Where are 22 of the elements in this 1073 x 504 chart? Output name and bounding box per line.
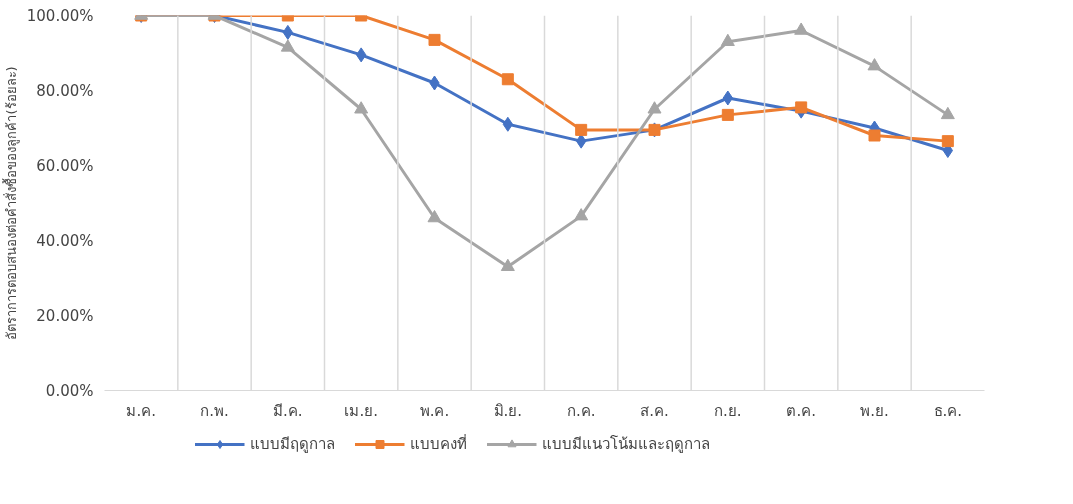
x-tick-label: มิ.ย. [493, 401, 523, 420]
y-tick-label: 20.00% [36, 306, 94, 325]
x-tick-label: ก.พ. [200, 401, 229, 420]
y-tick-label: 0.00% [45, 381, 94, 400]
legend-label: แบบมีแนวโน้มและฤดูกาล [541, 434, 710, 455]
y-tick-label: 40.00% [36, 231, 94, 250]
y-tick-label: 60.00% [36, 156, 94, 175]
x-tick-label: ก.ค. [566, 401, 596, 420]
x-tick-label: พ.ค. [419, 401, 450, 420]
y-axis-title: อัตราการตอบสนองต่อคำสั่งซื้อของลูกค้า(ร้อยละ) [1, 66, 20, 340]
y-tick-label: 100.00% [26, 6, 94, 25]
x-tick-label: ก.ย. [714, 401, 742, 420]
x-tick-label: ต.ค. [786, 401, 816, 420]
y-tick-label: 80.00% [36, 81, 94, 100]
x-tick-label: เม.ย. [344, 401, 378, 420]
x-tick-label: ธ.ค. [933, 401, 963, 420]
legend-label: แบบคงที่ [409, 433, 467, 455]
x-tick-label: ส.ค. [640, 401, 669, 420]
x-tick-label: ม.ค. [126, 401, 156, 420]
x-tick-label: มี.ค. [273, 401, 303, 420]
x-tick-label: พ.ย. [860, 401, 889, 420]
legend-label: แบบมีฤดูกาล [249, 434, 335, 455]
